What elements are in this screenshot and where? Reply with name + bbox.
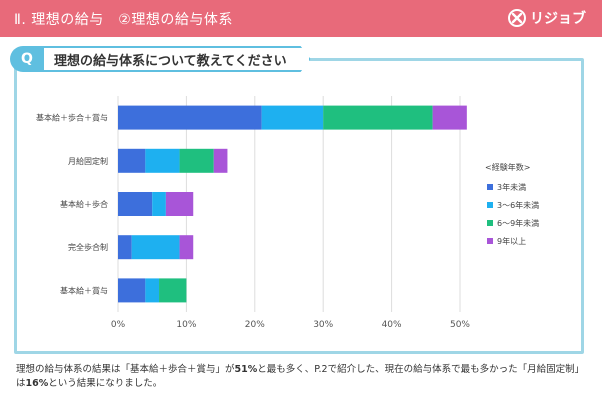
- bar-1-0: [118, 148, 146, 173]
- legend-swatch-3: [487, 238, 493, 244]
- category-label-2: 基本給＋歩合: [60, 199, 108, 209]
- caption-part-3: という結果になりました。: [48, 378, 163, 389]
- bars: [118, 105, 467, 303]
- question-banner: Q 理想の給与体系について教えてください: [10, 46, 355, 72]
- category-label-1: 月給固定制: [68, 156, 108, 166]
- brand-mark-icon: [508, 9, 526, 27]
- legend-title: <経験年数>: [485, 162, 530, 172]
- bar-2-0: [118, 192, 153, 216]
- question-text: 理想の給与体系について教えてください: [44, 46, 311, 72]
- brand-name: リジョブ: [530, 11, 586, 27]
- bar-0-1: [261, 105, 324, 130]
- header-bar: Ⅱ. 理想の給与 ②理想の給与体系 リジョブ: [0, 0, 602, 37]
- legend-swatch-0: [487, 184, 493, 190]
- bar-0-2: [323, 105, 433, 130]
- bar-1-3: [213, 148, 228, 173]
- bar-2-3: [165, 192, 194, 216]
- legend-swatch-1: [487, 202, 493, 208]
- bar-4-0: [118, 278, 146, 303]
- legend-label-3: 9年以上: [497, 236, 526, 246]
- bar-4-2: [159, 278, 187, 303]
- legend-label-2: 6～9年未満: [497, 218, 539, 228]
- bar-3-0: [118, 235, 132, 260]
- bar-3-3: [179, 235, 194, 260]
- legend-label-0: 3年未満: [497, 182, 526, 192]
- x-tick-3: 30%: [313, 320, 333, 330]
- brand-logo: リジョブ: [508, 8, 586, 28]
- x-tick-1: 10%: [176, 320, 196, 330]
- caption-part-2: と最も多く、P.2で紹介した、現在の給与体系で最も多かった「月給固定制」は: [16, 364, 585, 389]
- x-tick-0: 0%: [111, 320, 126, 330]
- bar-1-2: [179, 148, 214, 173]
- x-tick-4: 40%: [382, 320, 402, 330]
- bar-2-1: [152, 192, 166, 216]
- bar-0-0: [118, 105, 262, 130]
- category-label-4: 基本給＋賞与: [60, 285, 108, 295]
- bar-1-1: [145, 148, 180, 173]
- caption: 理想の給与体系の結果は「基本給＋歩合＋賞与」が51%と最も多く、P.2で紹介した…: [16, 363, 591, 391]
- category-label-0: 基本給＋歩合＋賞与: [36, 113, 108, 123]
- page-title: Ⅱ. 理想の給与 ②理想の給与体系: [14, 12, 233, 28]
- bar-4-1: [145, 278, 160, 303]
- legend: <経験年数> 3年未満 3～6年未満 6～9年未満 9年以上: [485, 162, 539, 246]
- caption-bold-1: 51%: [234, 364, 258, 375]
- caption-bold-2: 16%: [25, 378, 49, 389]
- question-badge: Q: [10, 46, 44, 72]
- bar-0-3: [432, 105, 467, 130]
- legend-label-1: 3～6年未満: [497, 200, 539, 210]
- x-tick-2: 20%: [245, 320, 265, 330]
- legend-swatch-2: [487, 220, 493, 226]
- bar-3-1: [131, 235, 180, 260]
- caption-part-1: 理想の給与体系の結果は「基本給＋歩合＋賞与」が: [16, 364, 235, 375]
- category-label-3: 完全歩合制: [68, 242, 108, 252]
- x-tick-5: 50%: [450, 320, 470, 330]
- x-tick-labels: 0% 10% 20% 30% 40% 50%: [111, 320, 471, 330]
